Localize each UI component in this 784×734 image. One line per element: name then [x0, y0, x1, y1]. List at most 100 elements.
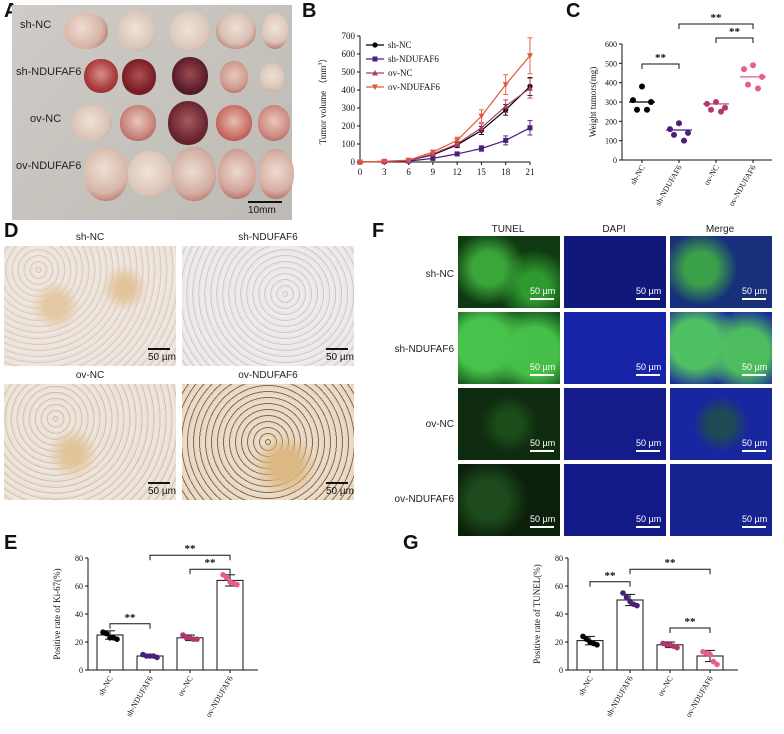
data-point: [234, 581, 240, 588]
data-point: [372, 56, 378, 62]
legend-item: ov-NDUFAF6: [366, 82, 440, 92]
fl-image: 50 µm: [458, 388, 560, 460]
bar: [216, 579, 244, 671]
fl-image: 50 µm: [564, 464, 666, 536]
tumor: [258, 105, 290, 141]
y-tick-label: 400: [342, 85, 356, 95]
bar: [616, 599, 644, 671]
y-tick-label: 200: [605, 117, 617, 126]
photo-scale-bar: [248, 201, 282, 203]
tumor: [216, 105, 252, 141]
x-tick-label: sh-NDUFAF6: [653, 164, 683, 208]
significance-label: **: [205, 557, 217, 569]
data-point: [502, 82, 509, 88]
y-tick-label: 500: [605, 59, 617, 68]
fl-scale-label: 50 µm: [742, 362, 768, 372]
significance-bracket: **: [589, 570, 631, 587]
ihc-scale-label: 50 µm: [326, 352, 354, 363]
data-point: [454, 137, 461, 144]
y-tick-label: 600: [605, 40, 617, 49]
data-point: [704, 100, 710, 107]
x-tick-label: 0: [358, 167, 363, 177]
y-axis-title: Weight tumors(mg): [588, 67, 598, 138]
data-point: [741, 66, 747, 73]
tumor-photo: sh-NC sh-NDUFAF6 ov-NC ov-NDUFAF6 10mm: [12, 5, 294, 220]
fl-scale-label: 50 µm: [530, 362, 556, 372]
fl-image: 50 µm: [458, 236, 560, 308]
x-tick-label: sh-NC: [628, 164, 646, 187]
data-point: [405, 157, 412, 164]
tunel-bar-chart: 0 20 40 60 80 Positive rate of TUNEL(%) sh-NC s…: [532, 554, 738, 719]
fl-scale-bar: [742, 526, 766, 528]
x-tick-label: ov-NDUFAF6: [684, 675, 715, 719]
y-tick-label: 40: [555, 610, 563, 619]
x-tick-label: ov-NC: [656, 675, 675, 698]
data-point: [676, 120, 682, 127]
bracket-line: [589, 581, 631, 587]
x-tick-label: sh-NC: [576, 675, 594, 698]
tumor: [118, 11, 156, 51]
significance-bracket: **: [109, 612, 151, 629]
tumor: [218, 149, 256, 199]
tumor: [170, 11, 210, 51]
x-tick-label: sh-NDUFAF6: [604, 675, 634, 719]
fl-scale-bar: [530, 526, 554, 528]
data-point: [671, 131, 677, 138]
panel-letter-f: F: [372, 220, 385, 242]
x-tick-label: 3: [382, 167, 387, 177]
tumor: [220, 61, 248, 93]
data-point: [648, 99, 654, 105]
x-tick-label: 12: [453, 167, 462, 177]
data-point: [759, 73, 765, 80]
data-point: [357, 159, 363, 165]
y-tick-label: 80: [555, 554, 563, 563]
significance-label: **: [711, 12, 723, 24]
fl-image: 50 µm: [670, 312, 772, 384]
ki67-bar-chart: 0 20 40 60 80 Positive rate of Ki-67(%) sh-NC s…: [52, 543, 258, 719]
data-point: [381, 158, 388, 165]
tumor: [72, 105, 112, 141]
bracket-line: [678, 23, 754, 29]
fl-scale-label: 50 µm: [530, 514, 556, 524]
data-point: [594, 642, 600, 648]
data-point: [372, 84, 378, 90]
fl-col-title: TUNEL: [491, 224, 525, 235]
significance-label: **: [665, 557, 677, 569]
significance-label: **: [125, 612, 137, 624]
significance-label: **: [655, 52, 667, 64]
x-tick-label: 15: [477, 167, 487, 177]
y-axis-title: Tumor volume （mm3）: [318, 54, 328, 145]
y-tick-label: 80: [75, 554, 83, 563]
data-point: [634, 106, 640, 113]
fl-scale-label: 50 µm: [530, 438, 556, 448]
panel-letter-d: D: [4, 220, 19, 242]
data-point: [478, 113, 485, 120]
data-point: [454, 151, 460, 157]
tumor: [216, 13, 256, 49]
y-tick-label: 0: [559, 666, 563, 675]
tunel-panel: TUNEL DAPI Merge sh-NC sh-NDUFAF6 ov-NC …: [368, 224, 780, 536]
data-point: [750, 62, 756, 69]
bar: [176, 637, 204, 671]
fl-scale-bar: [530, 298, 554, 300]
fl-image: 50 µm: [458, 464, 560, 536]
panel-letter-c: C: [566, 0, 581, 22]
fl-col-title: Merge: [705, 224, 735, 235]
fl-scale-label: 50 µm: [742, 514, 768, 524]
ihc-scale-bar: [326, 348, 348, 350]
series-sh-NC: [357, 76, 533, 165]
legend-label: sh-NDUFAF6: [388, 54, 439, 64]
legend-item: sh-NC: [366, 40, 412, 50]
data-point: [630, 97, 636, 104]
legend-label: ov-NDUFAF6: [388, 82, 440, 92]
series-line: [359, 87, 531, 163]
tumor-volume-chart: 0 100 200 300 400 500 600 700 0 3 6 9 12 15 18 21 Tumor …: [318, 31, 535, 177]
fl-scale-bar: [742, 450, 766, 452]
bracket-line: [109, 623, 151, 629]
fl-scale-label: 50 µm: [636, 286, 662, 296]
tumor-weight-chart: 0 100 200 300 400 500 600 Weight tumors(mg) sh-N…: [588, 12, 772, 208]
bracket-line: [641, 63, 680, 69]
fl-row-label: ov-NC: [425, 419, 454, 430]
fl-image: 50 µm: [670, 388, 772, 460]
y-tick-label: 300: [342, 103, 356, 113]
